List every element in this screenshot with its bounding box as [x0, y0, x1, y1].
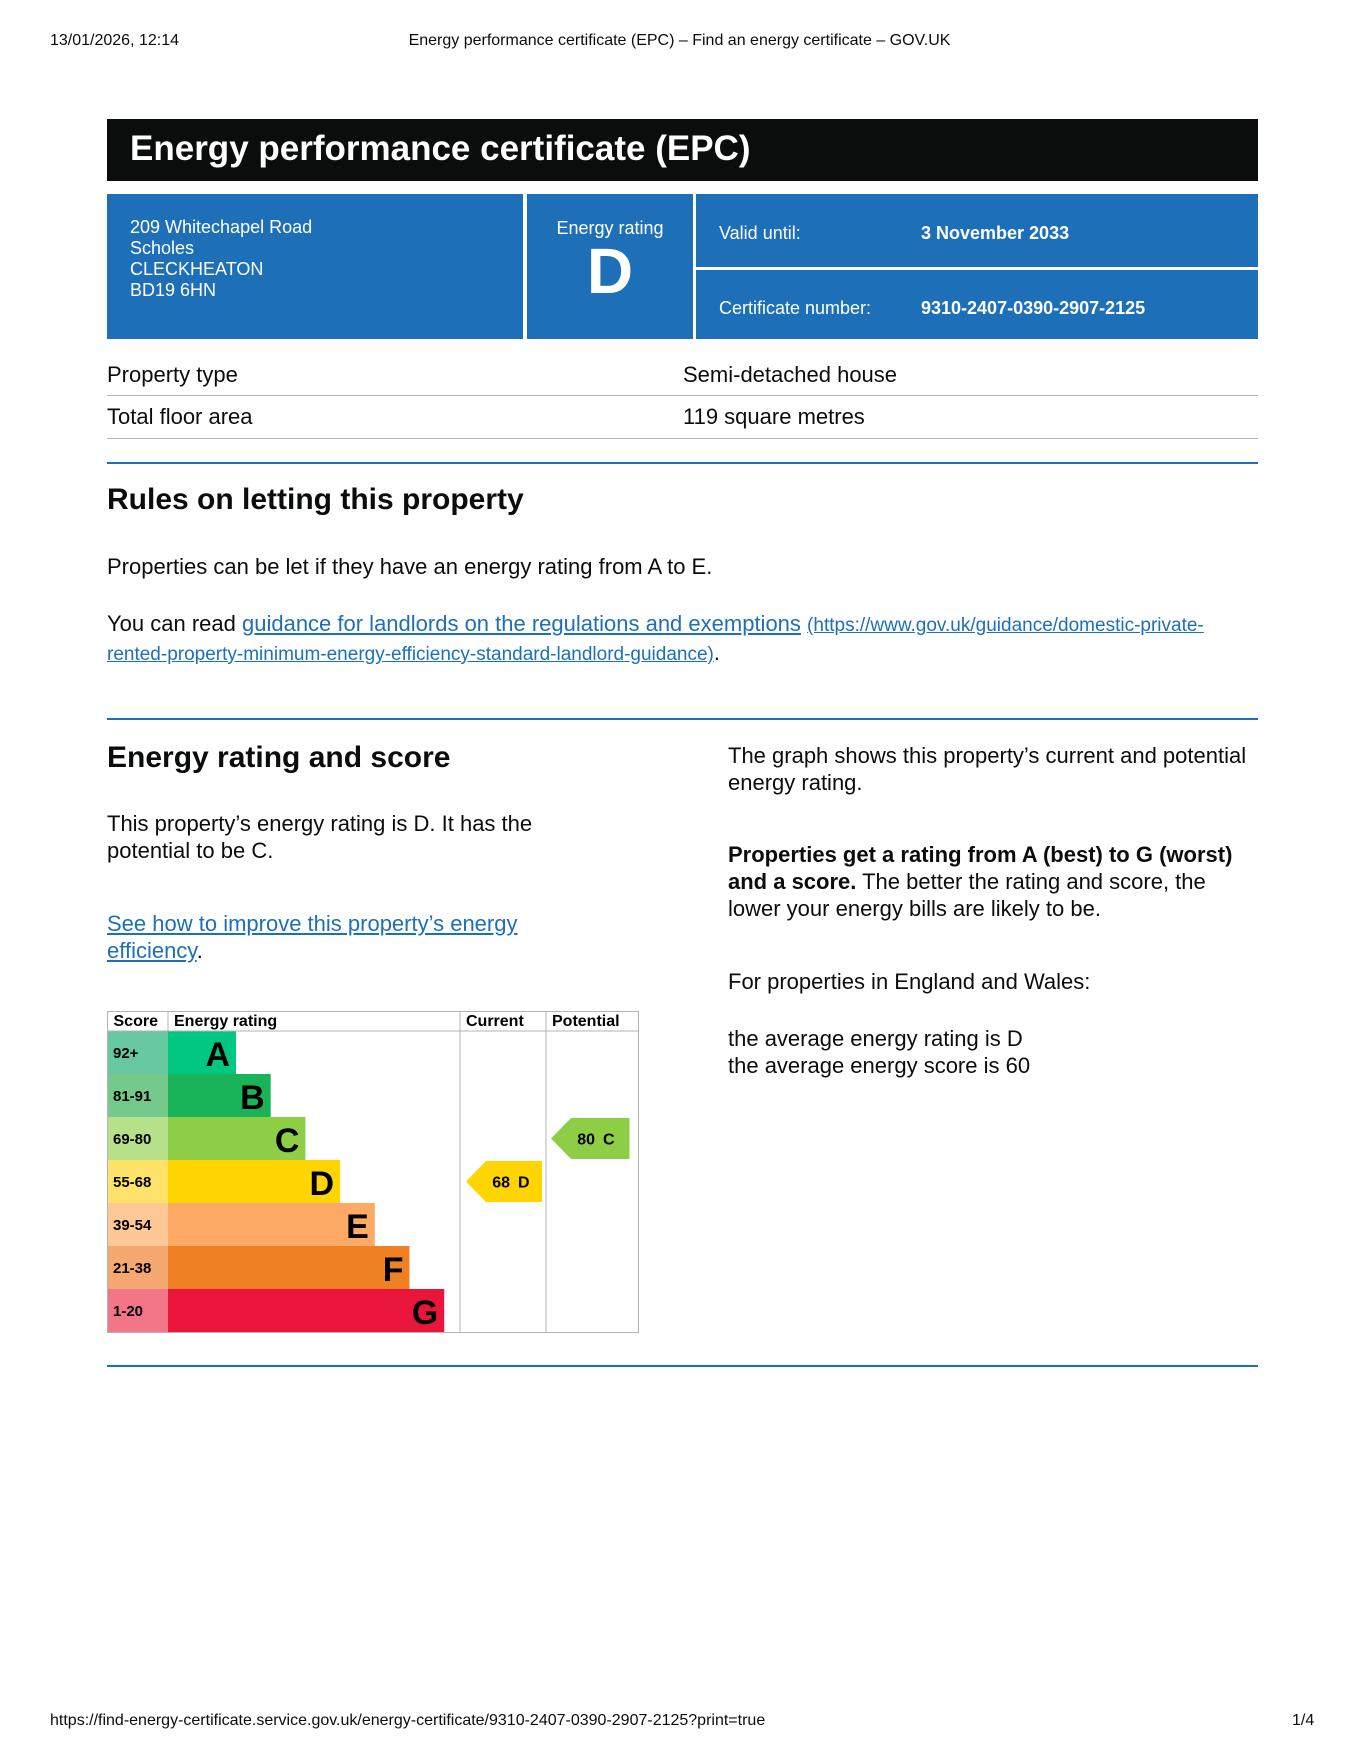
score-range: 81-91	[113, 1088, 151, 1105]
valid-box: Valid until: 3 November 2033	[696, 194, 1258, 267]
band-letter: F	[383, 1251, 404, 1289]
score-range: 1-20	[113, 1303, 143, 1320]
bold-text: Properties get a rating from A (best) to…	[728, 842, 1233, 894]
score-cell	[107, 1074, 168, 1117]
text: .	[713, 640, 720, 665]
title: Energy performance certificate (EPC)	[130, 129, 751, 168]
row-line	[107, 438, 1258, 439]
paragraph: Properties can be let if they have an en…	[107, 554, 713, 579]
section-rule	[107, 462, 1258, 464]
band-letter: C	[275, 1122, 300, 1160]
valid-value: 3 November 2033	[921, 223, 1070, 243]
table-cell: Total floor area	[107, 404, 253, 429]
row-line	[107, 395, 1258, 396]
score-cell	[107, 1117, 168, 1160]
paragraph: The graph shows this property’s current …	[728, 743, 1247, 795]
band-letter: D	[310, 1165, 335, 1203]
score-range: 69-80	[113, 1131, 151, 1148]
table-cell: Semi-detached house	[683, 362, 898, 387]
title-bar: Energy performance certificate (EPC)	[107, 119, 1258, 181]
paragraph: the average energy score is 60	[728, 1053, 1031, 1078]
address-line: 209 Whitechapel Road	[130, 217, 313, 237]
section-rule	[107, 1365, 1258, 1367]
table-cell: 119 square metres	[683, 404, 865, 429]
band-letter: E	[346, 1208, 369, 1246]
header-label: Current	[466, 1013, 524, 1030]
band	[168, 1289, 445, 1332]
score-range: 21-38	[113, 1260, 151, 1277]
page-number: 1/4	[1292, 1712, 1315, 1729]
band-letter: B	[240, 1079, 265, 1117]
heading: Energy rating and score	[107, 741, 451, 774]
arrow-score: 68	[492, 1175, 510, 1192]
valid-label: Valid until:	[719, 223, 801, 243]
band-letter: A	[205, 1036, 230, 1074]
header-label: Energy rating	[174, 1013, 277, 1030]
band	[168, 1031, 236, 1074]
score-cell	[107, 1289, 168, 1332]
address-box: 209 Whitechapel Road Scholes CLECKHEATON BD…	[107, 194, 523, 339]
rating-arrow	[466, 1161, 542, 1202]
band	[168, 1074, 271, 1117]
text: You can read	[107, 611, 236, 636]
rating-label: Energy rating	[556, 218, 664, 238]
rating-box: Energy rating D	[527, 194, 693, 339]
arrow-letter: C	[603, 1132, 615, 1149]
score-cell	[107, 1031, 168, 1074]
band	[168, 1246, 410, 1289]
footer-url: https://find-energy-certificate.service.…	[50, 1712, 766, 1729]
link-url[interactable]: (https://www.gov.uk/guidance/domestic-pr…	[107, 615, 1204, 665]
print-date: 13/01/2026, 12:14	[50, 32, 180, 49]
cert-label: Certificate number:	[719, 298, 872, 318]
band	[168, 1117, 306, 1160]
address-line: Scholes	[130, 238, 195, 258]
score-range: 55-68	[113, 1174, 151, 1191]
link[interactable]: See how to improve this property’s energ…	[107, 911, 518, 963]
epc-graph: Score Energy rating Current Potential 92+ A 81…	[107, 1011, 639, 1333]
graph-border	[107, 1011, 639, 1333]
table-cell: Property type	[107, 362, 238, 387]
link-paragraph: You can read guidance for landlords on t…	[107, 610, 1258, 668]
address-line: CLECKHEATON	[130, 259, 264, 279]
band	[168, 1160, 341, 1203]
paragraph: For properties in England and Wales:	[728, 969, 1091, 994]
cert-box: Certificate number: 9310-2407-0390-2907-…	[696, 270, 1258, 339]
section-rule	[107, 718, 1258, 720]
paragraph: This property’s energy rating is D. It h…	[107, 811, 533, 863]
band-letter: G	[412, 1294, 438, 1332]
paragraph: the average energy rating is D	[728, 1026, 1023, 1051]
text: .	[196, 938, 203, 963]
print-title: Energy performance certificate (EPC) – F…	[408, 32, 951, 49]
rating-arrow	[551, 1118, 630, 1159]
score-cell	[107, 1246, 168, 1289]
address: 209 Whitechapel Road Scholes CLECKHEATON BD…	[107, 194, 523, 324]
band	[168, 1203, 375, 1246]
address-line: BD19 6HN	[130, 280, 217, 300]
arrow-letter: D	[518, 1175, 530, 1192]
heading: Rules on letting this property	[107, 483, 524, 516]
cert-value: 9310-2407-0390-2907-2125	[921, 298, 1146, 318]
arrow-score: 80	[577, 1132, 595, 1149]
paragraph: Properties get a rating from A (best) to…	[728, 841, 1258, 922]
header-label: Score	[114, 1013, 159, 1030]
score-range: 92+	[113, 1045, 139, 1062]
improve-paragraph: See how to improve this property’s energ…	[107, 910, 577, 964]
text: The better the rating and score, the low…	[728, 869, 1206, 921]
rating-value: D	[586, 235, 634, 307]
score-cell	[107, 1203, 168, 1246]
score-cell	[107, 1160, 168, 1203]
header-label: Potential	[552, 1013, 620, 1030]
link[interactable]: guidance for landlords on the regulation…	[241, 611, 801, 636]
score-range: 39-54	[113, 1217, 152, 1234]
